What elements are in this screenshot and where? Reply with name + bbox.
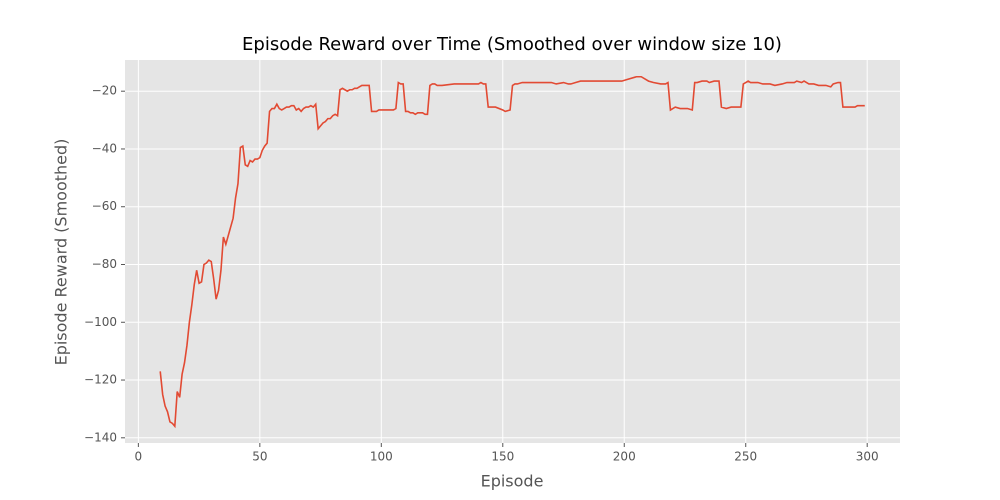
- chart-title: Episode Reward over Time (Smoothed over …: [242, 34, 782, 55]
- x-tick-label: 150: [491, 450, 514, 464]
- y-tick-label: −60: [92, 199, 117, 213]
- x-axis-label: Episode: [481, 472, 544, 491]
- y-tick-label: −80: [92, 257, 117, 271]
- y-tick-label: −140: [84, 430, 117, 444]
- line-series: [159, 75, 865, 429]
- x-tick-label: 100: [370, 450, 393, 464]
- plot-area: [125, 60, 900, 443]
- x-tick-label: 0: [135, 450, 143, 464]
- y-tick-label: −40: [92, 141, 117, 155]
- y-tick-label: −100: [84, 315, 117, 329]
- x-tick-label: 300: [856, 450, 879, 464]
- y-tick-label: −20: [92, 84, 117, 98]
- x-tick-label: 250: [734, 450, 757, 464]
- x-tick-label: 200: [613, 450, 636, 464]
- x-tick-label: 50: [252, 450, 267, 464]
- y-tick-label: −120: [84, 373, 117, 387]
- y-axis-label: Episode Reward (Smoothed): [52, 139, 71, 366]
